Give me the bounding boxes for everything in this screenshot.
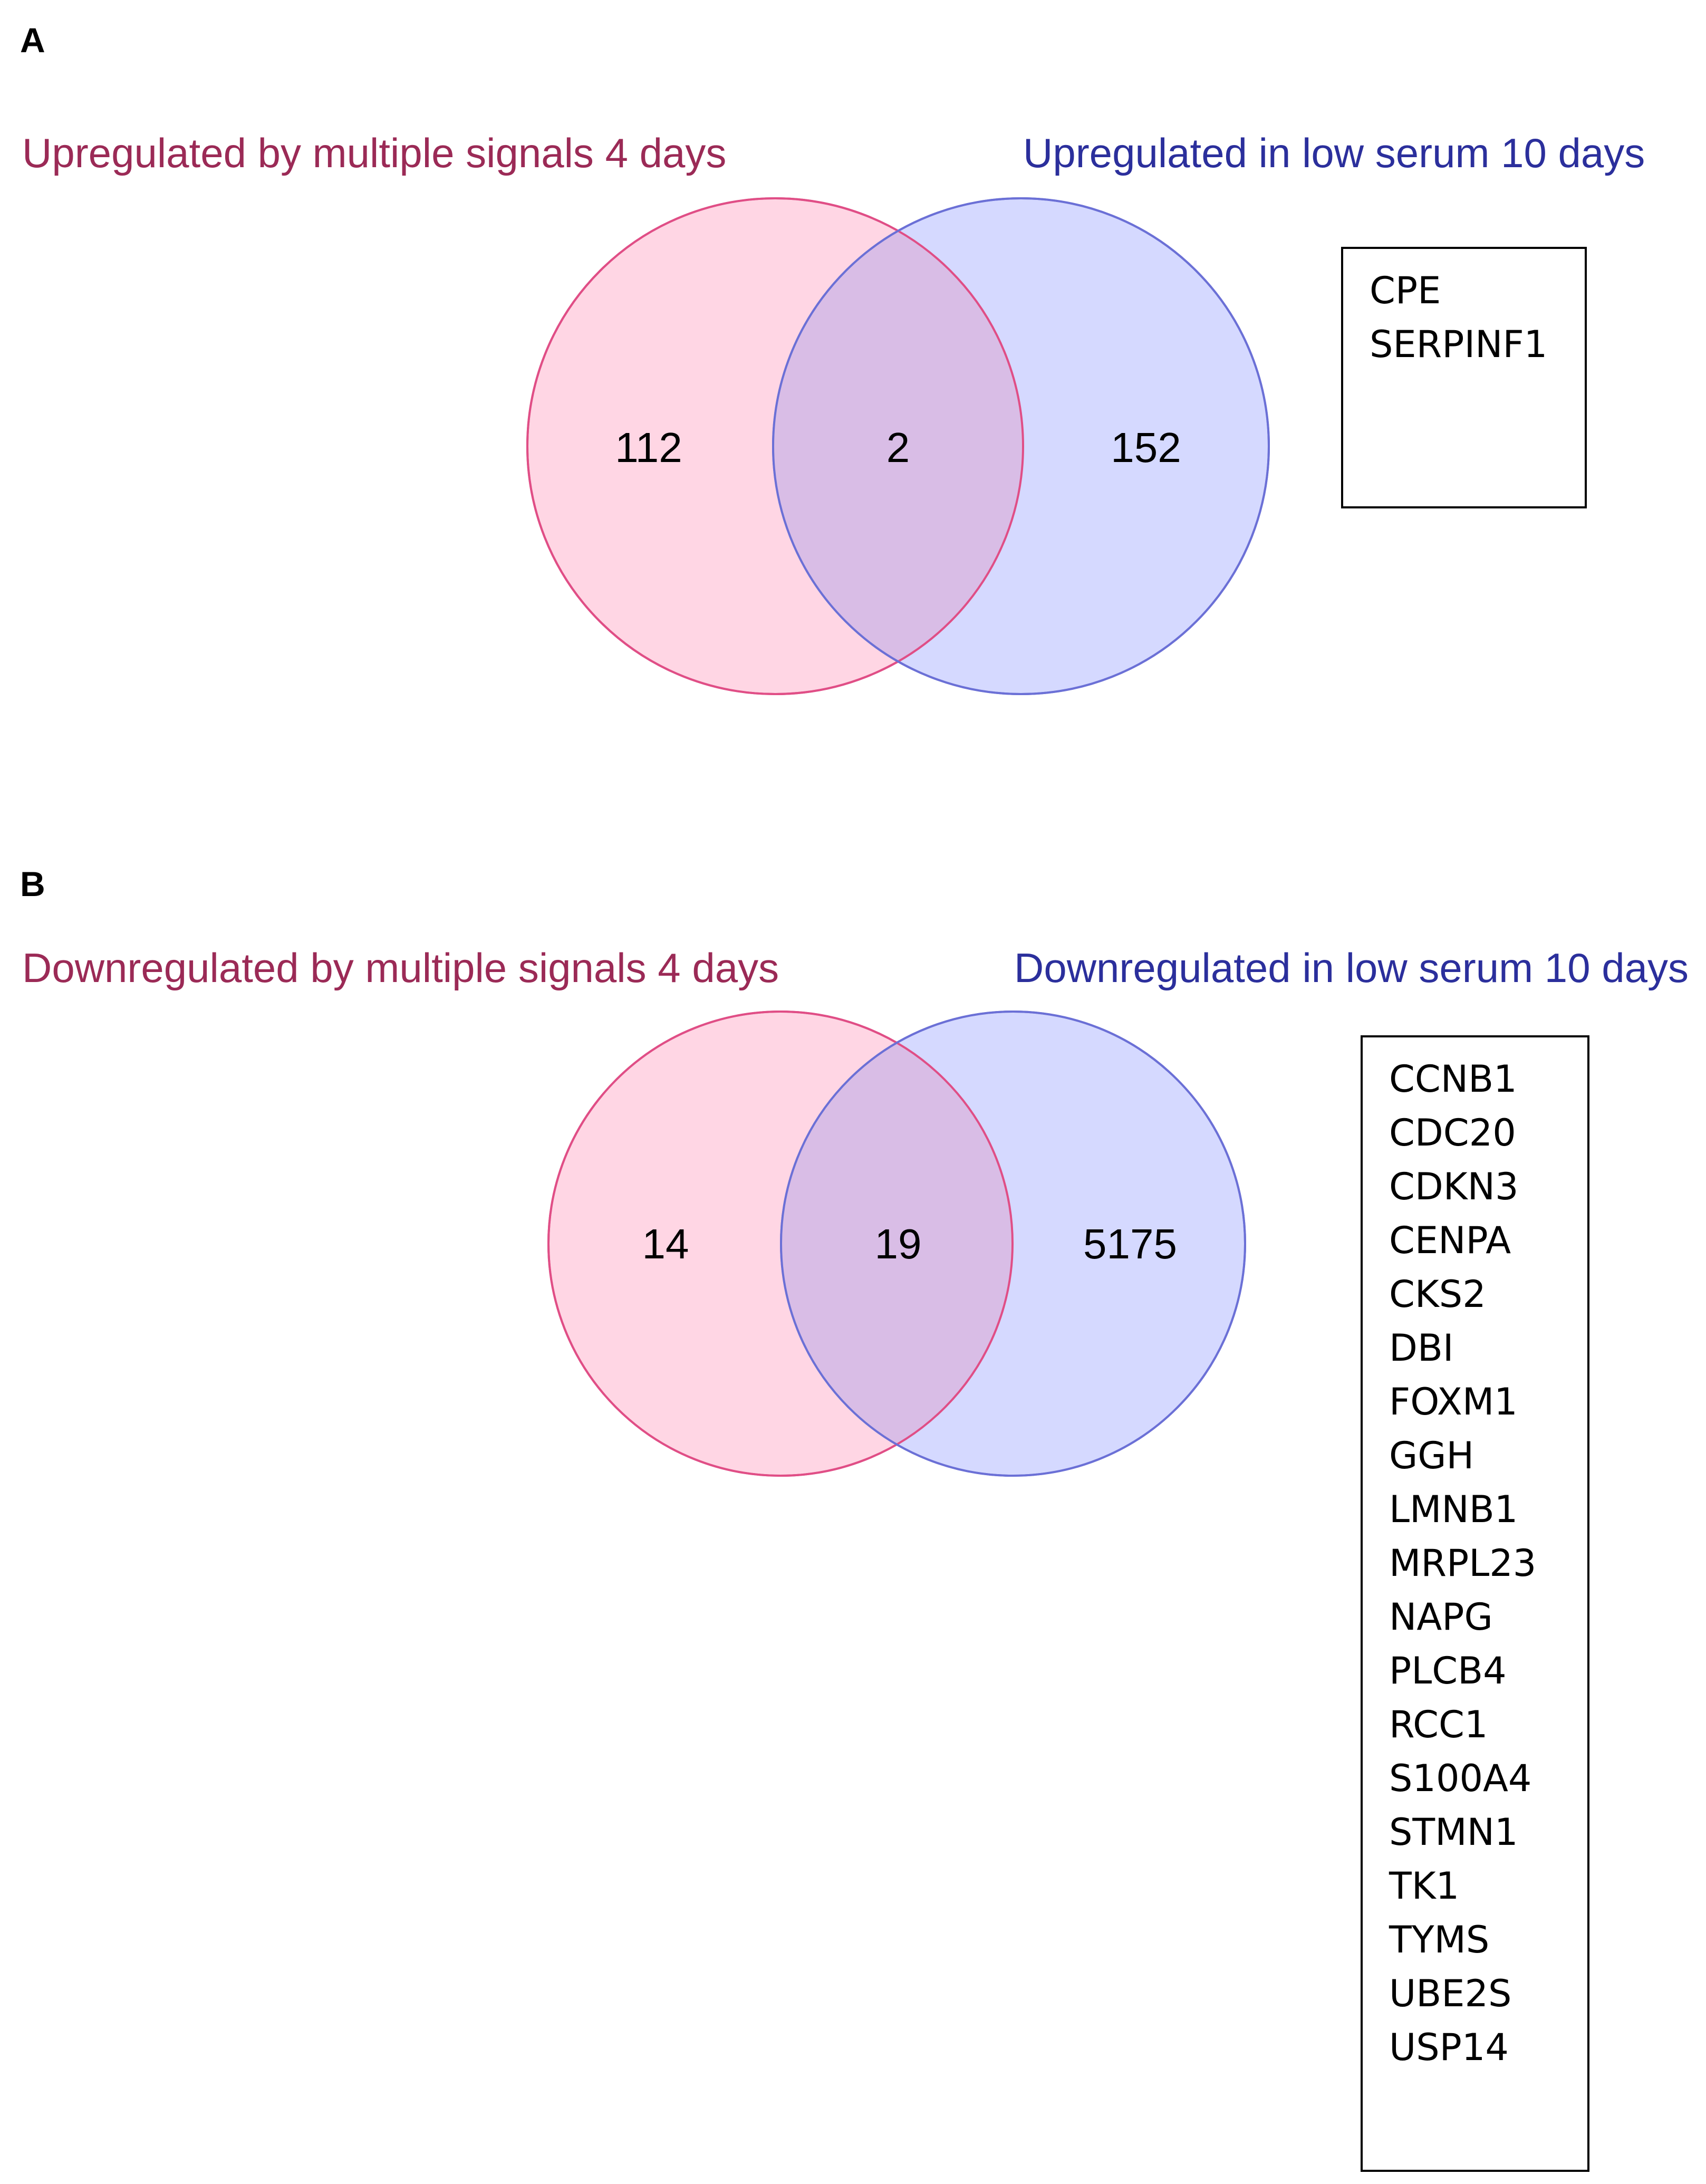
gene-item: NAPG bbox=[1389, 1595, 1493, 1639]
gene-item: UBE2S bbox=[1389, 1972, 1512, 2015]
panel-b-left-label: Downregulated by multiple signals 4 days bbox=[22, 945, 779, 991]
gene-item: GGH bbox=[1389, 1434, 1474, 1477]
gene-item: FOXM1 bbox=[1389, 1380, 1518, 1423]
panel-a-count-both: 2 bbox=[886, 424, 910, 471]
gene-item: SERPINF1 bbox=[1370, 323, 1548, 366]
panel-a-gene-list: CPE SERPINF1 bbox=[1341, 247, 1587, 508]
gene-item: CDKN3 bbox=[1389, 1165, 1519, 1208]
panel-a-right-label: Upregulated in low serum 10 days bbox=[1023, 130, 1645, 176]
gene-item: CENPA bbox=[1389, 1219, 1511, 1262]
panel-a-left-label: Upregulated by multiple signals 4 days bbox=[22, 130, 727, 176]
gene-item: CCNB1 bbox=[1389, 1057, 1517, 1101]
panel-a-letter: A bbox=[20, 21, 45, 60]
gene-item: CDC20 bbox=[1389, 1111, 1516, 1154]
gene-item: CPE bbox=[1370, 269, 1441, 312]
gene-item: DBI bbox=[1389, 1326, 1454, 1370]
panel-b-right-label: Downregulated in low serum 10 days bbox=[1014, 945, 1689, 991]
panel-b-venn: 14 19 5175 bbox=[547, 1011, 1246, 1477]
panel-a-overlap-region bbox=[773, 198, 1023, 694]
panel-a-venn: 112 2 152 bbox=[526, 197, 1270, 695]
panel-a-count-right-only: 152 bbox=[1111, 424, 1181, 471]
panel-b-gene-list: CCNB1 CDC20 CDKN3 CENPA CKS2 DBI FOXM1 G… bbox=[1361, 1035, 1589, 2172]
gene-item: TYMS bbox=[1389, 1918, 1490, 1961]
panel-b-count-right-only: 5175 bbox=[1083, 1220, 1177, 1267]
gene-item: LMNB1 bbox=[1389, 1488, 1518, 1531]
panel-b-overlap-region bbox=[781, 1012, 1013, 1476]
gene-item: TK1 bbox=[1389, 1864, 1460, 1908]
gene-item: USP14 bbox=[1389, 2026, 1509, 2069]
gene-item: S100A4 bbox=[1389, 1757, 1532, 1800]
panel-b-letter: B bbox=[20, 864, 45, 903]
gene-item: STMN1 bbox=[1389, 1811, 1518, 1854]
gene-item: PLCB4 bbox=[1389, 1649, 1507, 1692]
panel-a-count-left-only: 112 bbox=[615, 424, 682, 471]
gene-item: MRPL23 bbox=[1389, 1542, 1537, 1585]
panel-b-count-both: 19 bbox=[875, 1220, 922, 1267]
gene-item: RCC1 bbox=[1389, 1703, 1488, 1746]
panel-b-count-left-only: 14 bbox=[642, 1220, 689, 1267]
gene-item: CKS2 bbox=[1389, 1273, 1486, 1316]
